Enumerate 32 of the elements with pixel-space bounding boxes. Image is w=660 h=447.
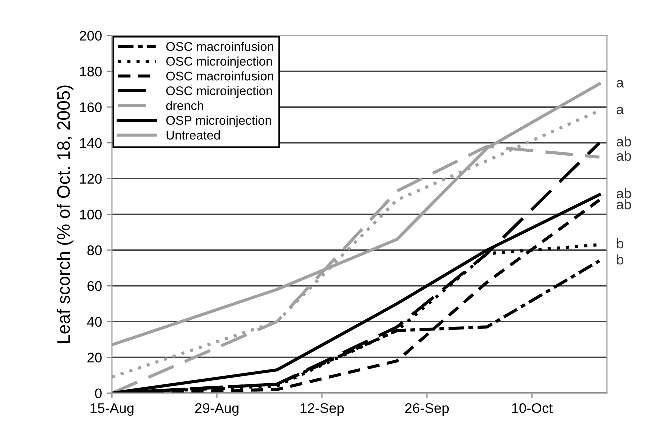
- legend-label: OSC macroinfusion: [166, 72, 274, 81]
- y-axis-title: Leaf scorch (% of Oct. 18, 2005): [56, 86, 74, 344]
- x-tick-label: 12-Sep: [300, 403, 344, 416]
- y-tick-label: 40: [87, 317, 102, 328]
- annotation: ab: [616, 136, 632, 147]
- y-tick-label: 100: [80, 210, 102, 220]
- annotation: b: [617, 254, 624, 265]
- y-tick-label: 160: [80, 102, 102, 112]
- y-tick-label: 60: [88, 281, 102, 292]
- annotation: a: [616, 80, 624, 88]
- y-tick-label: 120: [80, 174, 102, 184]
- legend-label: OSC microinjection: [166, 56, 272, 68]
- y-tick-label: 20: [88, 352, 102, 363]
- x-tick-label: 10-Oct: [512, 403, 553, 414]
- x-tick-label: 29-Aug: [196, 403, 239, 416]
- annotation: a: [616, 106, 624, 115]
- annotation: ab: [616, 199, 632, 210]
- y-tick-label: 180: [80, 66, 102, 77]
- legend-label: OSC microinjection: [166, 86, 272, 98]
- legend-label: Untreated: [166, 130, 220, 140]
- y-tick-label: 80: [88, 246, 102, 256]
- annotation: ab: [616, 150, 632, 162]
- x-tick-label: 15-Aug: [90, 404, 134, 416]
- annotation: b: [617, 238, 624, 249]
- legend-label: drench: [166, 101, 204, 110]
- y-tick-label: 0: [95, 388, 102, 399]
- legend-label: OSP microinjection: [166, 116, 272, 128]
- y-tick-label: 140: [80, 138, 102, 148]
- legend-label: OSC macroinfusion: [166, 42, 274, 52]
- x-tick-label: 26-Sep: [406, 403, 450, 416]
- annotation: ab: [616, 188, 632, 199]
- y-tick-label: 200: [80, 31, 102, 41]
